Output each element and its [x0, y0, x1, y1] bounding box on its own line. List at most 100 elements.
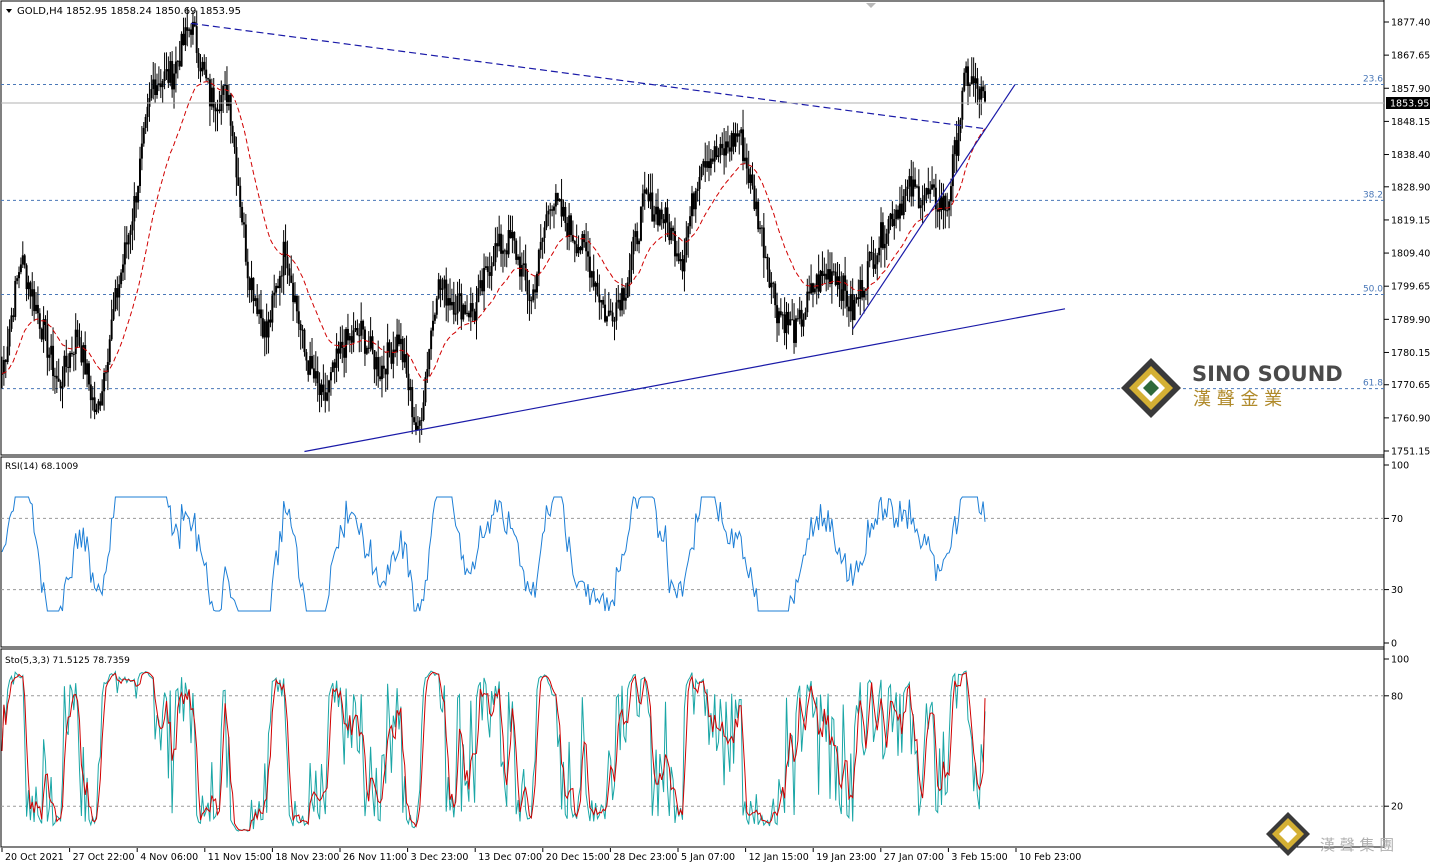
- candle-body: [426, 369, 429, 378]
- price-tick-label: 1760.90: [1391, 413, 1430, 424]
- rsi-label: RSI(14) 68.1009: [5, 462, 78, 472]
- candle-body: [57, 378, 60, 382]
- candle-body: [825, 273, 828, 280]
- candle-body: [74, 329, 77, 355]
- candle-body: [1, 373, 3, 375]
- candle-body: [456, 296, 459, 314]
- candle-body: [29, 282, 32, 297]
- candle-body: [511, 231, 514, 239]
- candle-body: [152, 79, 155, 90]
- candle-body: [575, 244, 578, 254]
- candle-body: [734, 133, 737, 147]
- candle-body: [847, 306, 850, 312]
- candle-body: [399, 338, 402, 345]
- candle-body: [235, 147, 238, 178]
- candle-body: [208, 79, 211, 107]
- candle-body: [946, 210, 949, 212]
- candle-body: [114, 288, 117, 310]
- price-tick-label: 1809.40: [1391, 249, 1430, 260]
- candle-body: [545, 214, 548, 228]
- candle-body: [443, 279, 446, 289]
- candle-body: [484, 266, 487, 268]
- candle-body: [55, 375, 58, 379]
- candle-body: [184, 27, 187, 46]
- candle-body: [723, 148, 726, 156]
- candle-body: [583, 234, 586, 243]
- candle-body: [794, 318, 797, 343]
- candle-body: [980, 86, 983, 100]
- candle-body: [432, 320, 435, 331]
- candle-body: [386, 342, 389, 375]
- candle-body: [579, 247, 582, 251]
- candle-body: [636, 231, 639, 245]
- candle-body: [201, 61, 204, 72]
- candle-body: [571, 235, 574, 242]
- candle-body: [717, 155, 720, 158]
- candle-body: [932, 184, 935, 188]
- candle-body: [225, 84, 228, 106]
- trendline-2: [304, 308, 1066, 453]
- fib-level-label: 38.2: [1363, 190, 1383, 200]
- candle-body: [329, 372, 332, 381]
- candle-body: [282, 241, 285, 276]
- price-tick-label: 1789.90: [1391, 315, 1430, 326]
- candle-body: [692, 193, 695, 210]
- candle-body: [80, 345, 83, 363]
- candle-body: [881, 222, 884, 249]
- candle-body: [4, 359, 7, 363]
- collapse-triangle-icon[interactable]: [6, 9, 12, 13]
- shift-marker-icon[interactable]: [866, 3, 876, 8]
- time-tick-label: 3 Dec 23:00: [411, 852, 469, 863]
- candle-body: [592, 271, 595, 287]
- candle-body: [647, 194, 650, 202]
- candle-body: [462, 304, 465, 320]
- candle-body: [830, 271, 833, 284]
- candle-body: [715, 146, 718, 158]
- candle-body: [982, 86, 985, 92]
- candle-body: [31, 289, 34, 297]
- candle-body: [18, 272, 21, 279]
- candle-body: [203, 61, 206, 70]
- candle-body: [286, 256, 289, 269]
- candle-body: [21, 255, 24, 265]
- candle-body: [333, 362, 336, 368]
- candle-body: [150, 89, 153, 99]
- candle-body: [373, 350, 376, 370]
- candle-body: [33, 289, 36, 312]
- candle-body: [118, 284, 121, 298]
- candle-body: [254, 298, 257, 302]
- trendline-3: [852, 84, 1016, 330]
- candle-body: [541, 237, 544, 242]
- price-axis: 1877.40 1867.65 1857.90 1848.15 1838.40 1828.…: [1384, 18, 1430, 458]
- candle-body: [69, 352, 72, 368]
- candle-body: [46, 325, 49, 358]
- candle-body: [339, 341, 342, 354]
- candle-body: [261, 318, 264, 338]
- candle-body: [615, 302, 618, 321]
- candle-body: [793, 319, 796, 343]
- candle-body: [921, 199, 924, 206]
- candle-body: [437, 279, 440, 299]
- candle-body: [269, 319, 272, 323]
- candle-body: [210, 87, 213, 107]
- candle-body: [165, 69, 168, 72]
- candle-body: [749, 174, 752, 183]
- candle-body: [656, 206, 659, 226]
- candle-body: [229, 94, 232, 126]
- candle-body: [978, 88, 981, 100]
- candle-body: [348, 336, 351, 341]
- time-tick-label: 19 Jan 23:00: [816, 852, 876, 863]
- candle-body: [730, 133, 733, 152]
- candle-body: [664, 207, 667, 224]
- candle-body: [397, 334, 400, 345]
- candle-body: [562, 206, 565, 217]
- candle-body: [335, 348, 338, 368]
- candle-body: [689, 216, 692, 227]
- candle-body: [101, 391, 104, 406]
- candle-body: [753, 185, 756, 210]
- candle-body: [207, 78, 210, 80]
- candle-body: [776, 305, 779, 324]
- candle-body: [725, 141, 728, 156]
- candle-body: [103, 372, 106, 392]
- candle-body: [690, 193, 693, 217]
